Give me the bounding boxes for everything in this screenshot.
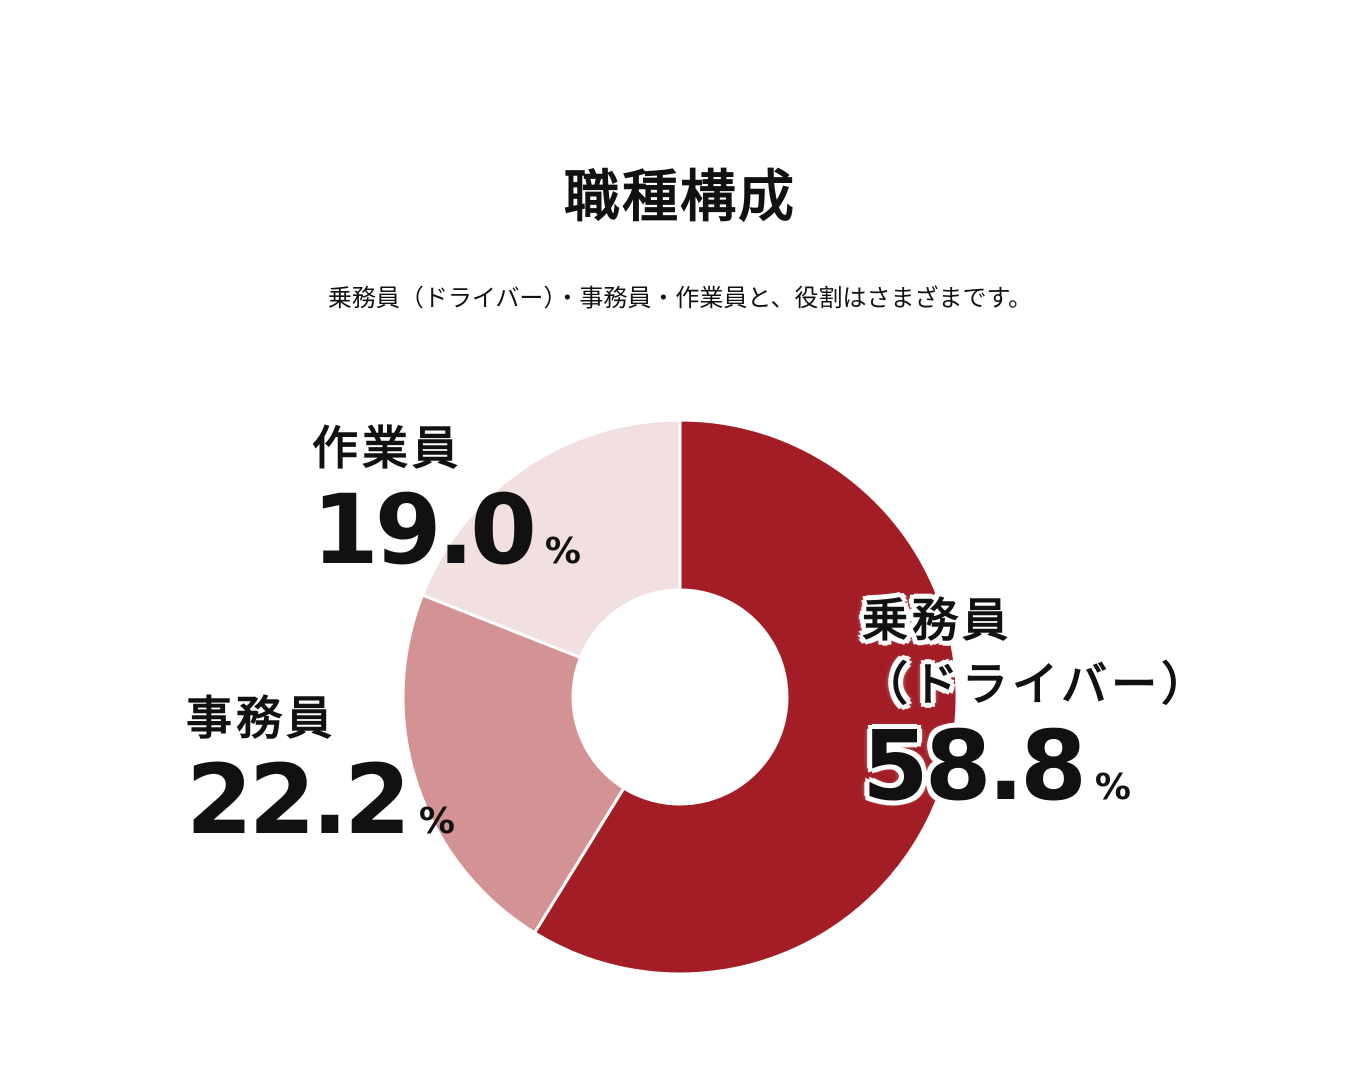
slice-value-office: 22.2% (186, 744, 455, 856)
label-driver: 乗務員 （ドライバー） 58.8% (862, 588, 1211, 838)
slice-name-driver: 乗務員 (862, 593, 1012, 647)
label-office: 事務員 22.2% (186, 686, 455, 872)
donut-slice-office (401, 593, 626, 935)
percent-unit: % (1094, 767, 1131, 808)
slice-value-driver: 58.8% (862, 710, 1131, 822)
chart-subtitle: 乗務員（ドライバー）・事務員・作業員と、役割はさまざまです。 (327, 284, 1033, 312)
percent-unit: % (544, 531, 581, 572)
slice-value-worker: 19.0% (312, 474, 581, 586)
donut-slice-worker (420, 418, 682, 660)
slice-name-worker: 作業員 (312, 421, 462, 475)
percent-unit: % (418, 801, 455, 842)
slice-name-office: 事務員 (186, 691, 336, 745)
donut-slice-driver (532, 418, 959, 976)
chart-title: 職種構成 (564, 165, 796, 230)
slice-subname-driver: （ドライバー） (862, 657, 1212, 711)
label-worker: 作業員 19.0% (312, 416, 581, 602)
